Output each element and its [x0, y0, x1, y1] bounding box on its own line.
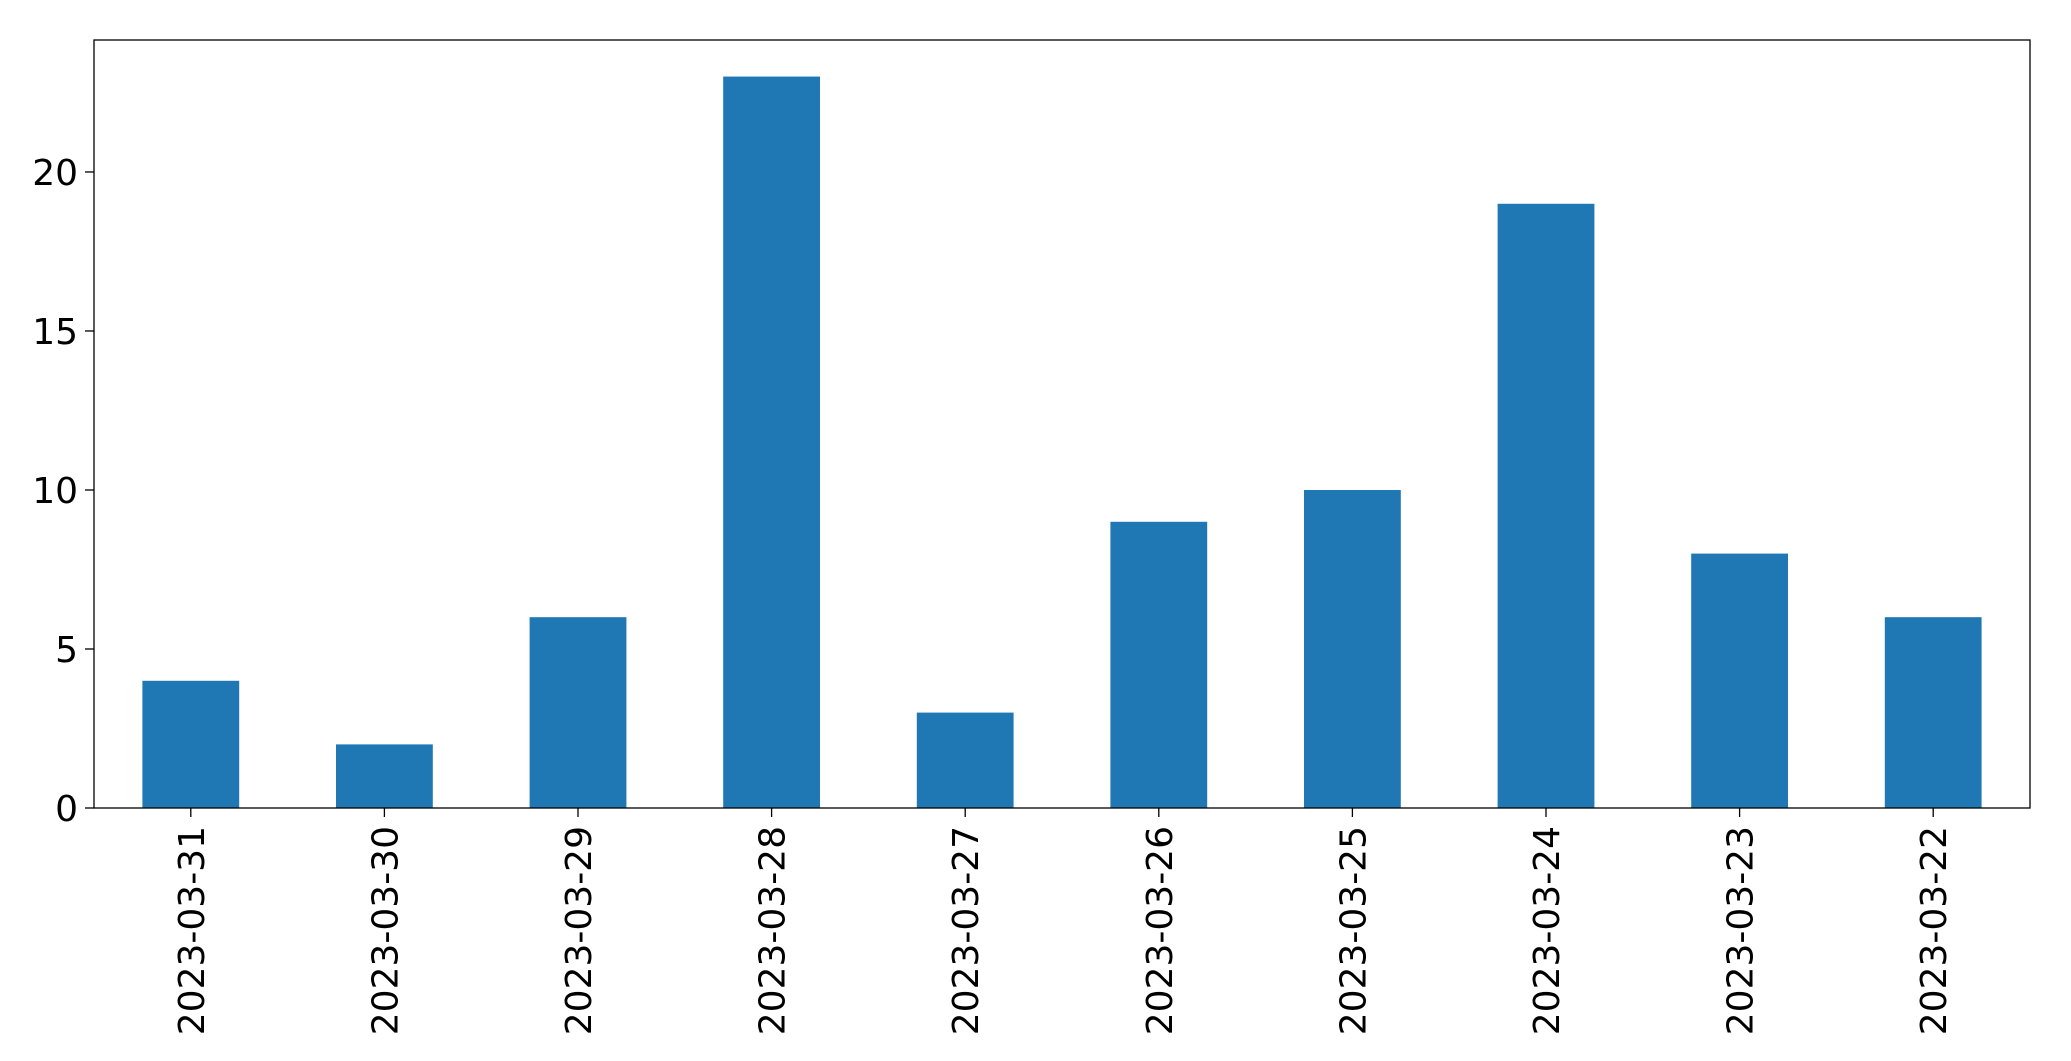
bar	[1691, 553, 1788, 808]
y-tick-label: 5	[55, 630, 78, 671]
x-tick-label: 2023-03-24	[1527, 826, 1568, 1035]
bar	[723, 76, 820, 809]
x-tick-label: 2023-03-23	[1721, 826, 1762, 1035]
y-tick-label: 15	[32, 312, 78, 353]
x-tick-label: 2023-03-22	[1914, 826, 1955, 1035]
bar	[529, 617, 627, 808]
y-tick-label: 0	[55, 789, 78, 830]
x-tick-label: 2023-03-25	[1333, 826, 1374, 1035]
x-tick-label: 2023-03-29	[559, 826, 600, 1035]
x-tick-label: 2023-03-26	[1140, 826, 1181, 1035]
bar	[916, 712, 1014, 808]
x-tick-label: 2023-03-30	[365, 826, 406, 1035]
plot-frame	[93, 39, 2031, 809]
bar	[142, 680, 240, 808]
bar	[1110, 521, 1208, 808]
y-tick-label: 20	[32, 153, 78, 194]
bar	[1304, 489, 1401, 808]
x-tick-label: 2023-03-31	[172, 826, 213, 1035]
x-tick-label: 2023-03-27	[946, 826, 987, 1035]
y-tick-label: 10	[32, 471, 78, 512]
bar	[1497, 203, 1595, 809]
x-tick-label: 2023-03-28	[753, 826, 794, 1035]
bar	[1884, 617, 1982, 808]
bar	[336, 744, 433, 808]
